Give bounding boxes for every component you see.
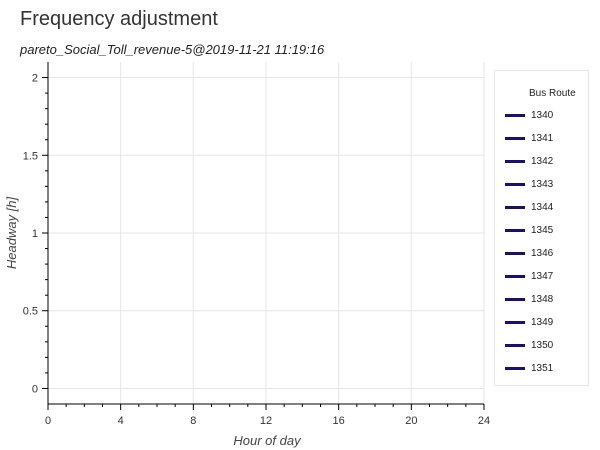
- legend-item[interactable]: 1343: [505, 178, 553, 190]
- legend-item[interactable]: 1350: [505, 339, 553, 351]
- legend-item[interactable]: 1342: [505, 155, 553, 167]
- legend-label: 1350: [531, 339, 554, 351]
- legend-title: Bus Route: [529, 88, 576, 99]
- x-tick-label: 20: [405, 415, 417, 427]
- x-tick-label: 16: [333, 415, 345, 427]
- legend-item[interactable]: 1341: [505, 132, 553, 144]
- legend-label: 1340: [531, 109, 554, 121]
- legend-item[interactable]: 1345: [505, 224, 553, 236]
- x-tick-label: 4: [118, 415, 124, 427]
- legend-label: 1351: [531, 362, 554, 374]
- legend-label: 1343: [531, 178, 554, 190]
- y-tick-label: 1.5: [23, 150, 38, 162]
- x-tick-label: 8: [190, 415, 196, 427]
- legend-swatch: [505, 228, 525, 232]
- legend-swatch: [505, 343, 525, 347]
- legend-swatch: [505, 182, 525, 186]
- legend: Bus Route 1340 1341 1342 1343 1344 1345 1346 13…: [494, 70, 589, 386]
- x-axis-label: Hour of day: [233, 433, 302, 448]
- legend-swatch: [505, 366, 525, 370]
- legend-swatch: [505, 136, 525, 140]
- legend-label: 1347: [531, 270, 554, 282]
- legend-swatch: [505, 205, 525, 209]
- x-tick-label: 12: [260, 415, 272, 427]
- legend-item[interactable]: 1347: [505, 270, 553, 282]
- legend-swatch: [505, 297, 525, 301]
- legend-item[interactable]: 1340: [505, 109, 553, 121]
- y-tick-label: 0.5: [23, 306, 38, 318]
- legend-item[interactable]: 1351: [505, 362, 553, 374]
- legend-swatch: [505, 320, 525, 324]
- legend-swatch: [505, 113, 525, 117]
- legend-label: 1349: [531, 316, 554, 328]
- chart-title: pareto_Social_Toll_revenue-5@2019-11-21 …: [20, 42, 325, 57]
- legend-item[interactable]: 1349: [505, 316, 553, 328]
- legend-swatch: [505, 159, 525, 163]
- legend-label: 1346: [531, 247, 554, 259]
- y-tick-label: 0: [32, 383, 38, 395]
- y-tick-label: 1: [32, 228, 38, 240]
- legend-item[interactable]: 1344: [505, 201, 553, 213]
- legend-label: 1348: [531, 293, 554, 305]
- legend-item[interactable]: 1348: [505, 293, 553, 305]
- x-tick-label: 24: [478, 415, 490, 427]
- y-tick-label: 2: [32, 73, 38, 85]
- legend-item[interactable]: 1346: [505, 247, 553, 259]
- page-title: Frequency adjustment: [20, 8, 218, 30]
- legend-label: 1341: [531, 132, 554, 144]
- legend-swatch: [505, 251, 525, 255]
- legend-swatch: [505, 274, 525, 278]
- legend-label: 1345: [531, 224, 554, 236]
- y-axis-label: Headway [h]: [4, 196, 19, 269]
- x-tick-label: 0: [45, 415, 51, 427]
- legend-label: 1342: [531, 155, 554, 167]
- legend-label: 1344: [531, 201, 554, 213]
